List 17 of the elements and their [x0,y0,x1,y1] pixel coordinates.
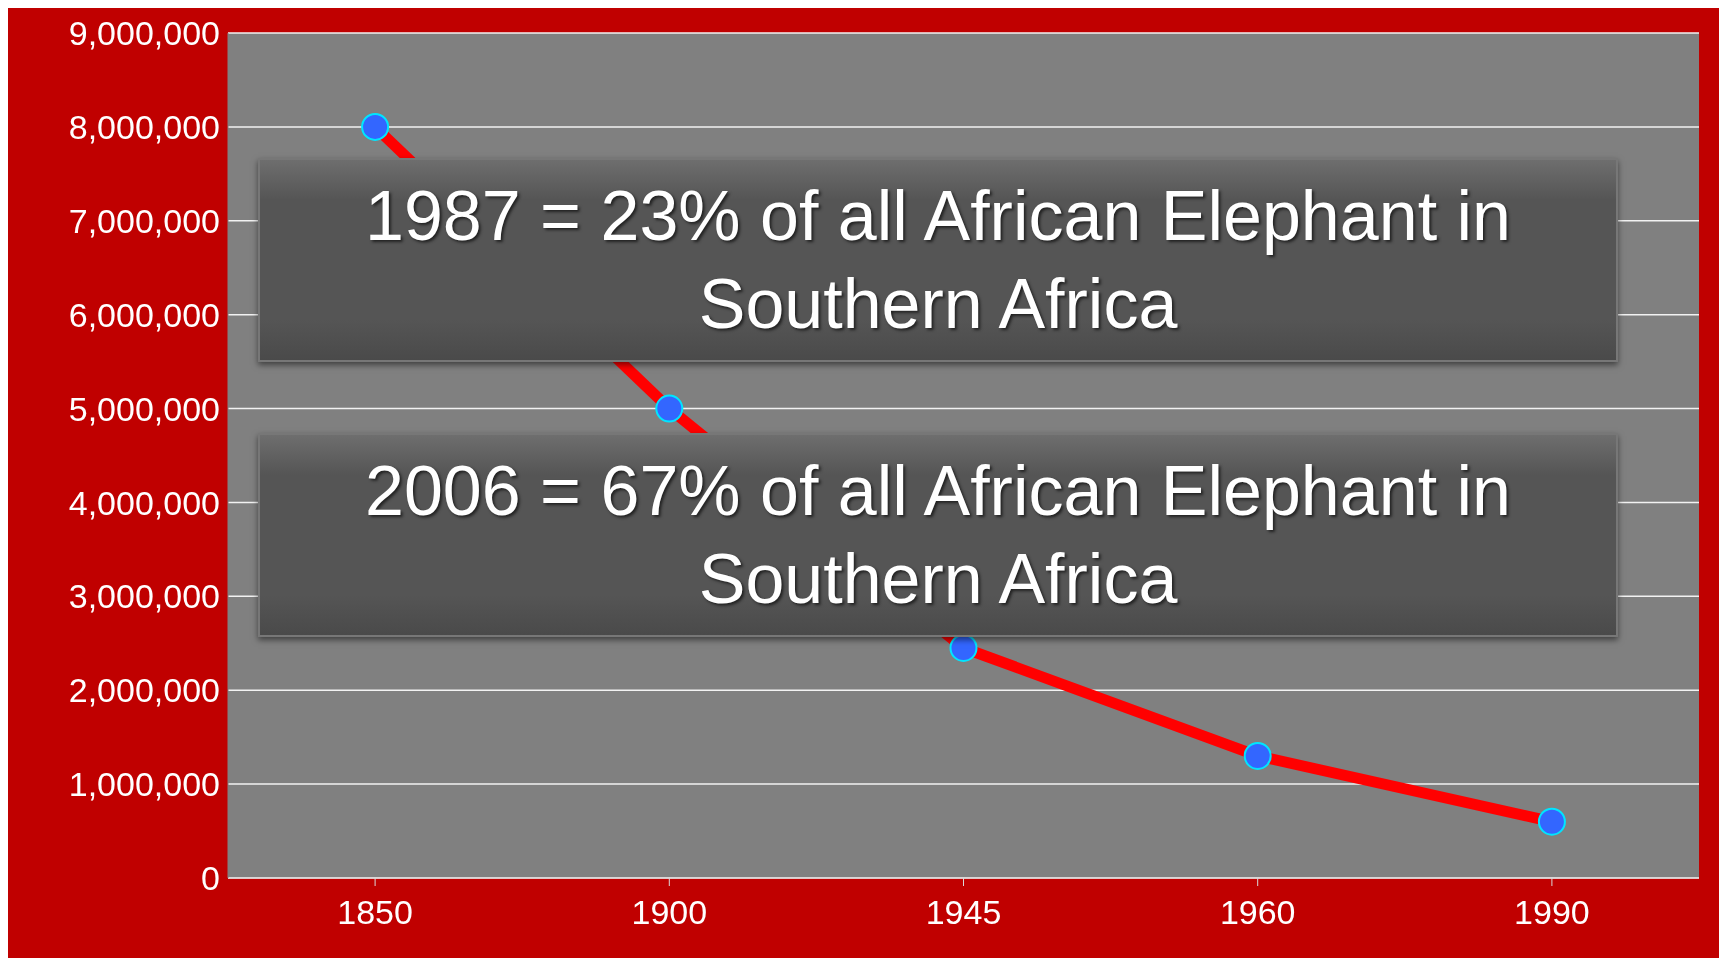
y-tick-label: 0 [201,859,220,898]
x-tick-label: 1900 [631,893,708,932]
y-tick-label: 4,000,000 [68,483,220,522]
x-tick-label: 1850 [337,893,413,932]
y-tick-label: 8,000,000 [68,107,220,146]
x-tick-label: 1945 [925,893,1002,932]
y-tick-label: 3,000,000 [68,577,220,616]
y-tick-label: 2,000,000 [68,671,220,710]
y-tick-label: 9,000,000 [68,14,220,53]
y-tick-label: 7,000,000 [68,201,220,240]
x-tick-label: 1960 [1219,893,1296,932]
y-tick-label: 1,000,000 [68,765,220,804]
annotation: 2006 = 67% of all African Elephant in Southern Africa [258,433,1618,637]
y-tick-label: 5,000,000 [68,389,220,428]
x-tick-label: 1990 [1514,893,1590,932]
y-tick-label: 6,000,000 [68,295,220,334]
annotation: 1987 = 23% of all African Elephant in Southern Africa [258,158,1618,362]
